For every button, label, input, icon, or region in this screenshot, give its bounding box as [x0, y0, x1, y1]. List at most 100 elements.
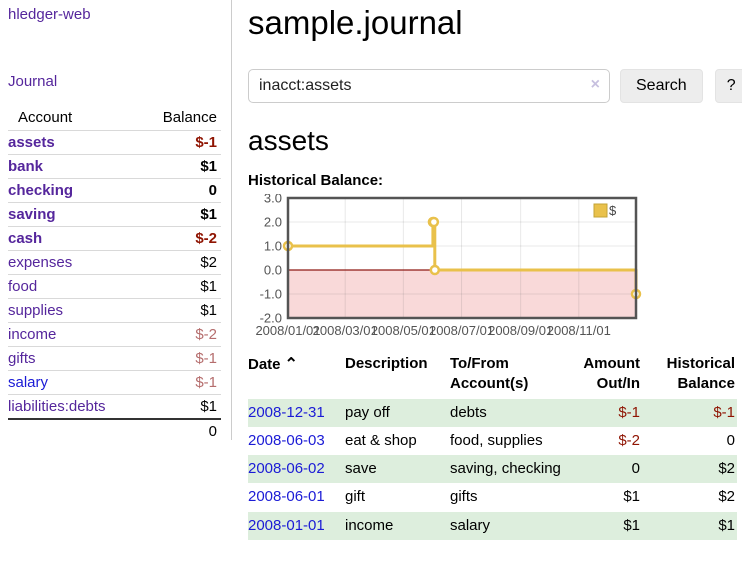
account-name-cell: supplies	[8, 298, 134, 323]
account-balance: $-2	[133, 322, 221, 347]
transaction-row: 2008-06-03 eat & shop food, supplies $-2 0	[248, 427, 737, 455]
accounts-total-spacer	[8, 418, 134, 443]
transaction-description: pay off	[345, 403, 390, 421]
register-header: Date ⌃ Description To/From Account(s) Amount…	[248, 352, 737, 399]
account-row: income $-2	[8, 322, 221, 347]
y-tick-label: 3.0	[264, 194, 282, 206]
transaction-description: income	[345, 516, 394, 534]
account-name-cell: expenses	[8, 250, 134, 275]
account-row: supplies $1	[8, 298, 221, 323]
app-title-link[interactable]: hledger-web	[8, 6, 91, 23]
search-button[interactable]: Search	[620, 69, 703, 103]
account-link[interactable]: liabilities:debts	[8, 398, 106, 415]
transaction-accounts: saving, checking	[450, 460, 561, 477]
negative-region	[288, 270, 636, 318]
register-column-header: Description	[345, 352, 450, 399]
register-column-header[interactable]: Date ⌃	[248, 352, 345, 399]
register-column-label: Description	[345, 355, 428, 372]
transaction-date-link[interactable]: 2008-12-31	[248, 403, 325, 421]
register-header-row: Date ⌃ Description To/From Account(s) Amount…	[248, 352, 737, 399]
accounts-table-body: assets $-1 bank $1 checking 0 saving $1 cash $-2 e…	[8, 130, 221, 419]
account-link[interactable]: income	[8, 326, 57, 343]
account-name-cell: liabilities:debts	[8, 394, 134, 419]
transaction-amount: $-2	[618, 431, 640, 449]
account-link[interactable]: gifts	[8, 350, 36, 367]
register-column-header: Historical Balance	[642, 352, 737, 399]
transaction-date-cell: 2008-01-01	[248, 512, 345, 540]
account-link[interactable]: assets	[8, 134, 55, 151]
transaction-row: 2008-12-31 pay off debts $-1 $-1	[248, 398, 737, 427]
account-balance: $1	[133, 394, 221, 419]
page-title: sample.journal	[248, 4, 463, 41]
account-link[interactable]: expenses	[8, 254, 73, 271]
account-link[interactable]: cash	[8, 230, 43, 247]
account-link[interactable]: salary	[8, 374, 49, 391]
help-button[interactable]: ?	[714, 69, 742, 103]
y-tick-label: 2.0	[264, 215, 282, 230]
transaction-amount: 0	[631, 460, 640, 477]
account-name-cell: checking	[8, 178, 134, 203]
chart-border	[286, 196, 638, 320]
x-tick-label: 2008/05/01	[371, 323, 436, 338]
clear-search-icon[interactable]: ×	[590, 76, 600, 93]
account-name-cell: gifts	[8, 346, 134, 371]
account-row: salary $-1	[8, 370, 221, 395]
account-name-cell: bank	[8, 154, 134, 179]
accounts-table: Account Balance assets $-1 bank $1 checking 0…	[8, 106, 221, 443]
transaction-date-link[interactable]: 2008-06-02	[248, 460, 325, 477]
account-balance: $1	[133, 154, 221, 179]
hledger-web-app: hledger-web Journal Account Balance asse…	[0, 0, 742, 540]
account-balance: 0	[133, 178, 221, 203]
chart-point[interactable]	[429, 264, 441, 276]
account-name-cell: salary	[8, 370, 134, 395]
transaction-balance: $-1	[713, 403, 735, 421]
register-column-label: Amount Out/In	[583, 355, 640, 393]
account-heading: assets	[248, 125, 329, 156]
account-link[interactable]: checking	[8, 182, 74, 199]
chart-title: Historical Balance:	[248, 172, 384, 189]
account-name-cell: assets	[8, 130, 134, 155]
y-tick-label: 1.0	[264, 239, 282, 254]
transaction-date-cell: 2008-06-02	[248, 455, 345, 483]
transaction-description: eat & shop	[345, 431, 417, 449]
search-input[interactable]	[248, 69, 610, 103]
register-body: 2008-12-31 pay off debts $-1 $-1 2008-06-03 ea…	[248, 398, 737, 540]
accounts-header-account: Account	[18, 109, 73, 126]
sidebar-item-journal[interactable]: Journal	[8, 73, 58, 90]
register-column-label: Date	[248, 356, 281, 373]
transaction-date-link[interactable]: 2008-06-01	[248, 488, 325, 506]
account-row: cash $-2	[8, 226, 221, 251]
account-balance: $-1	[133, 346, 221, 371]
account-link[interactable]: supplies	[8, 302, 64, 319]
sort-ascending-icon[interactable]: ⌃	[284, 356, 298, 373]
transaction-balance: $2	[718, 460, 735, 477]
account-row: food $1	[8, 274, 221, 299]
transaction-description: save	[345, 460, 377, 477]
account-balance: $1	[133, 298, 221, 323]
x-tick-label: 2008/03/01	[313, 323, 378, 338]
account-link[interactable]: food	[8, 278, 38, 295]
transaction-date-cell: 2008-12-31	[248, 399, 345, 427]
transaction-date-link[interactable]: 2008-06-03	[248, 431, 325, 449]
sidebar: hledger-web Journal Account Balance asse…	[0, 0, 232, 443]
account-name-cell: cash	[8, 226, 134, 251]
main-content: sample.journal × Search ? assets Histori…	[232, 0, 742, 540]
transaction-amount: $1	[623, 516, 640, 534]
x-tick-label: 2008/01/01	[255, 323, 320, 338]
account-link[interactable]: saving	[8, 206, 56, 223]
transaction-accounts: debts	[450, 403, 487, 421]
transaction-date-link[interactable]: 2008-01-01	[248, 516, 325, 534]
account-balance: $1	[133, 274, 221, 299]
accounts-header-balance: Balance	[162, 109, 217, 126]
account-balance: $-1	[133, 370, 221, 395]
account-balance: $1	[133, 202, 221, 227]
account-row: assets $-1	[8, 130, 221, 155]
register-column-header: To/From Account(s)	[450, 352, 570, 399]
transaction-row: 2008-06-01 gift gifts $1 $2	[248, 483, 737, 511]
y-tick-label: 0.0	[264, 263, 282, 278]
transaction-amount: $-1	[618, 403, 640, 421]
account-link[interactable]: bank	[8, 158, 44, 175]
account-row: expenses $2	[8, 250, 221, 275]
chart-point[interactable]	[428, 216, 440, 228]
transaction-row: 2008-06-02 save saving, checking 0 $2	[248, 455, 737, 484]
